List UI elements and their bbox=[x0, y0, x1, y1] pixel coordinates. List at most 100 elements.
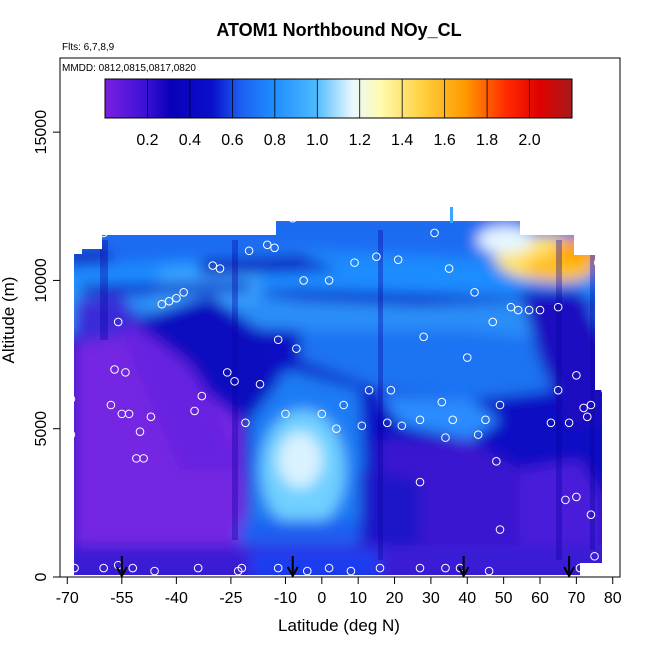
sample-point bbox=[73, 243, 83, 253]
sample-point bbox=[288, 213, 298, 223]
x-tick-label: 60 bbox=[531, 590, 549, 607]
sample-point bbox=[106, 400, 116, 410]
sample-point bbox=[582, 412, 592, 422]
colorbar-tick-label: 1.0 bbox=[306, 132, 328, 149]
sample-point bbox=[273, 563, 283, 573]
sample-point bbox=[397, 421, 407, 431]
sample-point bbox=[604, 551, 614, 561]
colorbar: 0.2 0.4 0.6 0.8 1.0 1.2 1.4 1.6 1.8 2.0 bbox=[104, 78, 573, 149]
sample-point bbox=[546, 418, 556, 428]
heatmap-field bbox=[74, 221, 602, 575]
sample-point bbox=[339, 400, 348, 410]
sample-point bbox=[572, 371, 581, 380]
sample-point bbox=[524, 305, 534, 315]
sample-point bbox=[121, 368, 130, 377]
sample-point bbox=[135, 427, 145, 436]
sample-point bbox=[593, 258, 603, 267]
sample-point bbox=[128, 563, 138, 573]
sample-point bbox=[386, 385, 396, 395]
sample-point bbox=[110, 365, 119, 374]
sample-points bbox=[66, 213, 614, 576]
sample-point bbox=[375, 563, 385, 573]
sample-point bbox=[393, 255, 403, 264]
flight-arrow bbox=[115, 556, 128, 579]
sample-point bbox=[157, 299, 167, 309]
colorbar-tick-label: 2.0 bbox=[518, 132, 540, 149]
sample-point bbox=[382, 418, 392, 428]
y-tick-label: 5000 bbox=[33, 411, 50, 447]
sample-point bbox=[430, 228, 439, 238]
sample-point bbox=[208, 261, 218, 270]
y-tick-label: 15000 bbox=[33, 110, 50, 155]
sample-point bbox=[81, 234, 90, 244]
sample-point bbox=[415, 477, 425, 487]
colorbar-tick-label: 1.4 bbox=[391, 132, 413, 149]
sample-point bbox=[590, 551, 599, 561]
colorbar-tick-label: 0.8 bbox=[264, 132, 286, 149]
x-tick-label: 70 bbox=[567, 590, 585, 607]
colorbar-tick-label: 1.2 bbox=[349, 132, 371, 149]
sample-point bbox=[70, 243, 79, 253]
sample-point bbox=[179, 287, 188, 297]
x-tick-label: -40 bbox=[165, 590, 188, 607]
sample-point bbox=[495, 525, 505, 534]
sample-point bbox=[415, 415, 425, 425]
sample-point bbox=[262, 240, 272, 250]
x-tick-label: 10 bbox=[349, 590, 367, 607]
x-tick-label: -10 bbox=[274, 590, 297, 607]
y-tick-label: 0 bbox=[33, 572, 50, 581]
x-tick-label: -70 bbox=[56, 590, 79, 607]
plot-frame bbox=[59, 57, 621, 578]
x-tick-label: 80 bbox=[604, 590, 622, 607]
colorbar-gradient bbox=[104, 78, 573, 119]
sample-point bbox=[350, 258, 359, 267]
y-axis: 0 5000 10000 15000 bbox=[33, 110, 60, 581]
sample-point bbox=[324, 563, 334, 573]
sample-point bbox=[513, 305, 523, 315]
y-axis-label: Altitude (m) bbox=[0, 277, 18, 364]
sample-point bbox=[273, 335, 283, 345]
sample-point bbox=[302, 566, 312, 576]
x-axis-label: Latitude (deg N) bbox=[278, 616, 400, 635]
sample-point bbox=[146, 412, 156, 422]
sample-point bbox=[586, 400, 596, 410]
sample-point bbox=[575, 246, 585, 256]
sample-point bbox=[332, 424, 341, 434]
flight-arrow bbox=[563, 556, 575, 579]
sample-point bbox=[470, 287, 479, 297]
sample-point bbox=[462, 353, 472, 362]
sample-point bbox=[473, 430, 483, 439]
flight-arrows bbox=[115, 556, 575, 579]
sample-point bbox=[506, 302, 516, 312]
sample-point bbox=[244, 246, 254, 256]
colorbar-tick-label: 0.4 bbox=[179, 132, 201, 149]
sample-point bbox=[150, 566, 159, 576]
colorbar-tick-label: 1.6 bbox=[434, 132, 456, 149]
sample-point bbox=[601, 385, 610, 395]
sample-point bbox=[113, 317, 123, 327]
x-tick-label: -55 bbox=[110, 590, 133, 607]
sample-point bbox=[448, 415, 458, 425]
x-tick-label: 30 bbox=[422, 590, 440, 607]
sample-point bbox=[324, 276, 334, 285]
sample-point bbox=[444, 264, 454, 273]
sample-point bbox=[66, 430, 76, 439]
heatmap-spike bbox=[450, 207, 453, 223]
sample-point bbox=[317, 409, 327, 419]
sample-point bbox=[197, 391, 207, 401]
sample-point bbox=[139, 454, 148, 463]
sample-point bbox=[415, 563, 425, 573]
sample-point bbox=[255, 379, 265, 389]
sample-point bbox=[66, 394, 76, 404]
sample-point bbox=[230, 376, 239, 386]
flight-arrow bbox=[286, 556, 299, 579]
sample-point bbox=[575, 563, 585, 573]
sample-point bbox=[222, 368, 232, 377]
sample-point bbox=[553, 385, 563, 395]
sample-point bbox=[190, 406, 199, 416]
colorbar-tick-label: 1.8 bbox=[476, 132, 498, 149]
sample-point bbox=[172, 293, 181, 303]
sample-point bbox=[215, 264, 225, 273]
sample-point bbox=[488, 317, 498, 327]
